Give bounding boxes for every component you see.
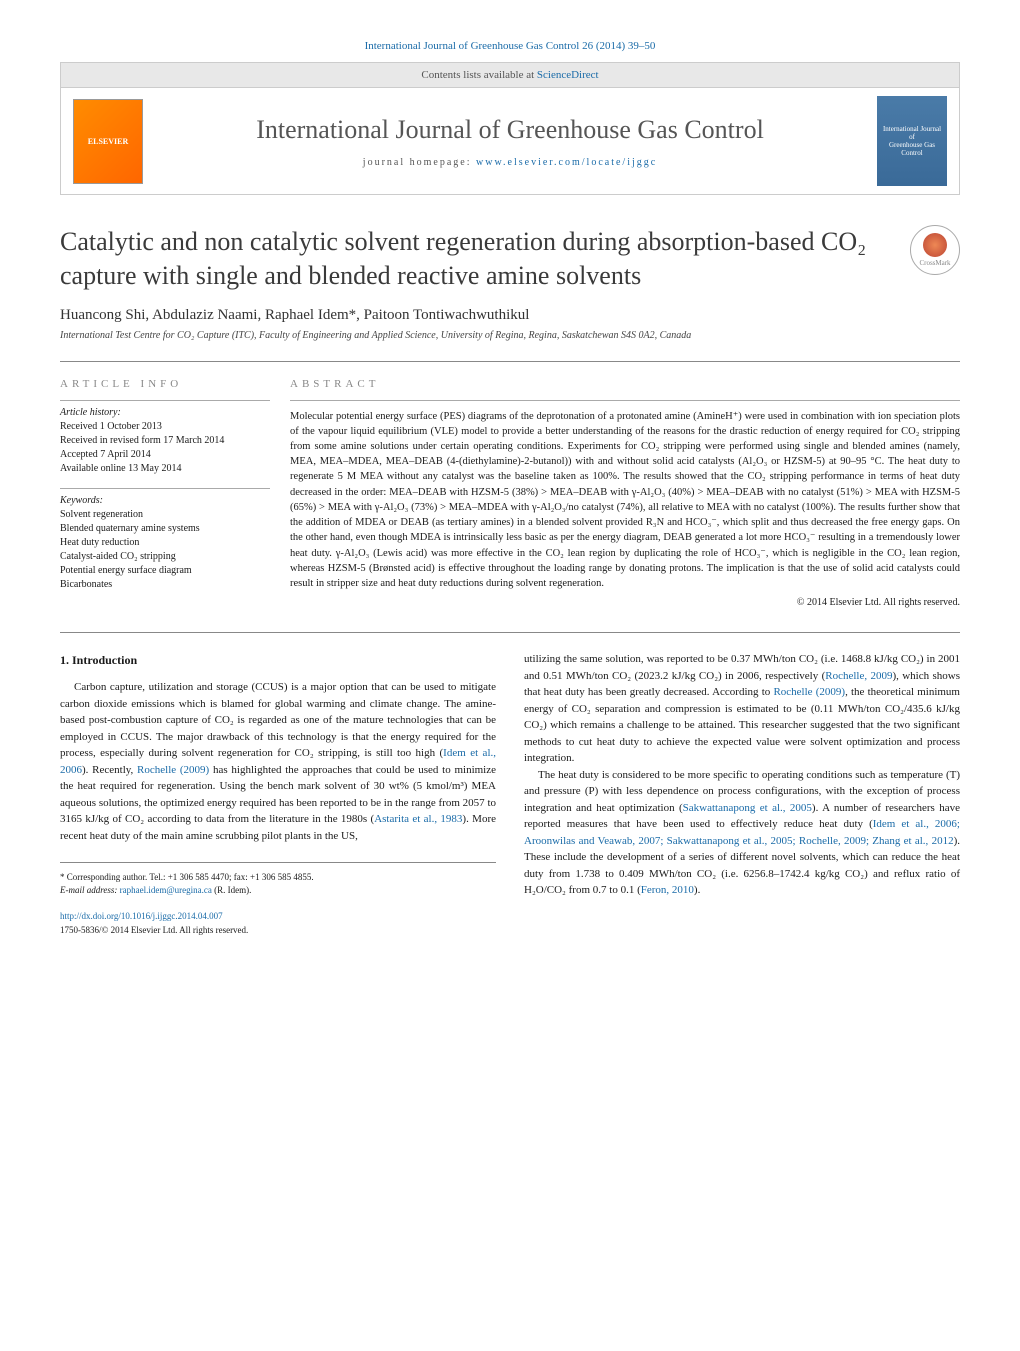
journal-cover-thumb: International Journal of Greenhouse Gas … (877, 96, 947, 186)
keyword: Heat duty reduction (60, 536, 270, 550)
body-columns: 1. Introduction Carbon capture, utilizat… (60, 651, 960, 937)
citation-link[interactable]: Sakwattanapong et al., 2005 (683, 802, 812, 814)
citation-link[interactable]: Rochelle (2009) (773, 686, 845, 698)
text-run: Carbon capture, utilization and storage … (60, 681, 496, 759)
doi-link[interactable]: http://dx.doi.org/10.1016/j.ijggc.2014.0… (60, 910, 496, 924)
abstract-text: Molecular potential energy surface (PES)… (290, 400, 960, 592)
intro-heading: 1. Introduction (60, 651, 496, 669)
citation-link[interactable]: Feron, 2010 (641, 884, 694, 896)
contents-text: Contents lists available at (421, 69, 536, 81)
article-history-block: Article history: Received 1 October 2013… (60, 400, 270, 476)
history-line: Available online 13 May 2014 (60, 462, 270, 476)
corresponding-footer: * Corresponding author. Tel.: +1 306 585… (60, 862, 496, 896)
cover-line1: International Journal of (881, 125, 943, 141)
abstract-col: abstract Molecular potential energy surf… (290, 378, 960, 609)
elsevier-logo: ELSEVIER (73, 99, 143, 184)
history-label: Article history: (60, 407, 270, 418)
email-suffix: (R. Idem). (212, 885, 252, 895)
citation-link[interactable]: Astarita et al., 1983 (374, 813, 462, 825)
keyword: Solvent regeneration (60, 508, 270, 522)
citation-link[interactable]: Rochelle, 2009 (825, 670, 892, 682)
right-column: utilizing the same solution, was reporte… (524, 651, 960, 937)
history-line: Received 1 October 2013 (60, 420, 270, 434)
email-line: E-mail address: raphael.idem@uregina.ca … (60, 884, 496, 897)
intro-para: Carbon capture, utilization and storage … (60, 679, 496, 844)
corresponding-author: * Corresponding author. Tel.: +1 306 585… (60, 871, 496, 884)
keyword: Bicarbonates (60, 578, 270, 592)
citation-link[interactable]: Rochelle (2009) (137, 764, 209, 776)
history-line: Received in revised form 17 March 2014 (60, 434, 270, 448)
doi-block: http://dx.doi.org/10.1016/j.ijggc.2014.0… (60, 910, 496, 937)
journal-homepage: journal homepage: www.elsevier.com/locat… (143, 157, 877, 168)
journal-title: International Journal of Greenhouse Gas … (143, 115, 877, 145)
sciencedirect-link[interactable]: ScienceDirect (537, 69, 599, 81)
text-run: ). Recently, (82, 764, 137, 776)
homepage-link[interactable]: www.elsevier.com/locate/ijggc (476, 157, 657, 168)
abstract-copyright: © 2014 Elsevier Ltd. All rights reserved… (290, 597, 960, 608)
authors: Huancong Shi, Abdulaziz Naami, Raphael I… (60, 307, 960, 324)
article-info-col: article info Article history: Received 1… (60, 378, 290, 609)
cover-line2: Greenhouse Gas Control (881, 141, 943, 157)
journal-center: International Journal of Greenhouse Gas … (143, 115, 877, 168)
body-para: The heat duty is considered to be more s… (524, 767, 960, 899)
keywords-label: Keywords: (60, 495, 270, 506)
body-divider (60, 632, 960, 633)
info-abstract-row: article info Article history: Received 1… (60, 361, 960, 609)
body-para: utilizing the same solution, was reporte… (524, 651, 960, 767)
keywords-block: Keywords: Solvent regeneration Blended q… (60, 488, 270, 592)
text-run: ). (694, 884, 700, 896)
citation-header: International Journal of Greenhouse Gas … (60, 40, 960, 52)
journal-header: ELSEVIER International Journal of Greenh… (60, 88, 960, 195)
abstract-label: abstract (290, 378, 960, 390)
keyword: Catalyst-aided CO₂ stripping (60, 550, 270, 564)
contents-bar: Contents lists available at ScienceDirec… (60, 62, 960, 88)
article-info-label: article info (60, 378, 270, 390)
email-label: E-mail address: (60, 885, 120, 895)
crossmark-icon (923, 233, 947, 257)
keyword: Blended quaternary amine systems (60, 522, 270, 536)
article-title: Catalytic and non catalytic solvent rege… (60, 225, 890, 293)
title-row: Catalytic and non catalytic solvent rege… (60, 225, 960, 293)
crossmark-badge[interactable]: CrossMark (910, 225, 960, 275)
issn-line: 1750-5836/© 2014 Elsevier Ltd. All right… (60, 924, 496, 938)
keyword: Potential energy surface diagram (60, 564, 270, 578)
left-column: 1. Introduction Carbon capture, utilizat… (60, 651, 496, 937)
crossmark-label: CrossMark (919, 259, 950, 267)
affiliation: International Test Centre for CO₂ Captur… (60, 330, 960, 341)
history-line: Accepted 7 April 2014 (60, 448, 270, 462)
homepage-prefix: journal homepage: (363, 157, 476, 168)
email-link[interactable]: raphael.idem@uregina.ca (120, 885, 212, 895)
